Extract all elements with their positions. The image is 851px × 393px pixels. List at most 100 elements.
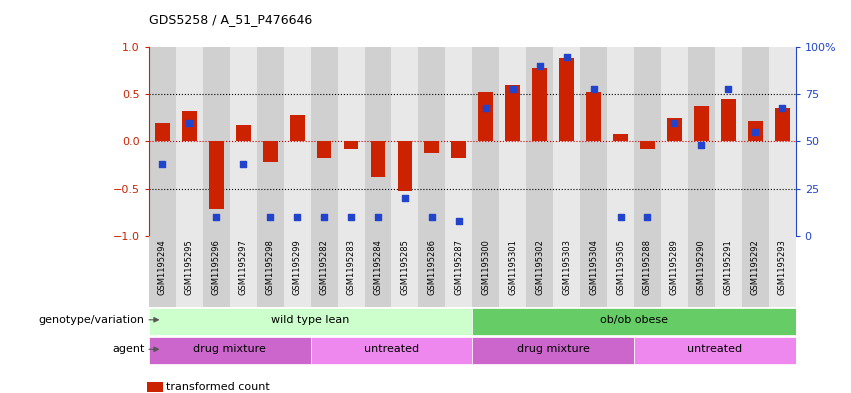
Point (290, 214, 304, 220)
Point (775, 105, 789, 111)
Point (479, 105, 493, 111)
Point (317, 214, 331, 220)
Bar (203, 236, 230, 307)
Bar (311, 338, 472, 364)
Text: GSM1195287: GSM1195287 (454, 239, 463, 295)
Text: GSM1195297: GSM1195297 (239, 239, 248, 295)
Point (425, 214, 439, 220)
Point (398, 195, 412, 201)
Bar (451, 141, 466, 158)
Bar (176, 236, 203, 307)
Bar (580, 236, 607, 307)
Text: GSM1195289: GSM1195289 (670, 239, 679, 295)
Bar (526, 236, 553, 307)
Bar (500, 47, 526, 236)
Bar (768, 236, 796, 307)
Text: GSM1195298: GSM1195298 (266, 239, 275, 295)
Text: GSM1195295: GSM1195295 (185, 239, 194, 295)
Bar (742, 236, 768, 307)
Bar (317, 141, 332, 158)
Point (344, 214, 358, 220)
Bar (472, 338, 634, 364)
Point (587, 86, 601, 92)
Bar (149, 236, 176, 307)
Bar (338, 47, 364, 236)
Bar (472, 308, 796, 334)
Point (560, 53, 574, 60)
Bar (586, 92, 601, 141)
Bar (715, 236, 742, 307)
Bar (607, 47, 634, 236)
Bar (688, 47, 715, 236)
Bar (364, 47, 391, 236)
Bar (236, 125, 251, 141)
Bar (640, 141, 655, 149)
Point (209, 214, 223, 220)
Bar (774, 108, 790, 141)
Bar (283, 236, 311, 307)
Bar (742, 47, 768, 236)
Bar (289, 115, 305, 141)
Point (505, 86, 519, 92)
Text: ob/ob obese: ob/ob obese (600, 315, 668, 325)
Point (452, 218, 465, 224)
Text: GSM1195305: GSM1195305 (616, 239, 625, 295)
Point (237, 161, 250, 167)
Bar (208, 141, 224, 209)
Text: untreated: untreated (688, 344, 742, 354)
Bar (311, 47, 338, 236)
Bar (634, 338, 796, 364)
Bar (715, 47, 742, 236)
Text: GSM1195293: GSM1195293 (778, 239, 786, 295)
Bar (419, 47, 445, 236)
Text: GSM1195290: GSM1195290 (697, 239, 705, 295)
Bar (721, 99, 736, 141)
Bar (397, 141, 413, 191)
Bar (559, 59, 574, 141)
Bar (311, 236, 338, 307)
Bar (344, 141, 358, 149)
Text: GSM1195282: GSM1195282 (320, 239, 328, 295)
Text: wild type lean: wild type lean (271, 315, 350, 325)
Point (182, 119, 196, 126)
Bar (257, 236, 283, 307)
Text: GSM1195304: GSM1195304 (589, 239, 598, 295)
Bar (176, 47, 203, 236)
Bar (667, 118, 682, 141)
Bar (472, 236, 500, 307)
Bar (391, 47, 419, 236)
Bar (613, 134, 628, 141)
Text: GSM1195302: GSM1195302 (535, 239, 544, 295)
Bar (203, 47, 230, 236)
Bar (263, 141, 277, 162)
Text: GDS5258 / A_51_P476646: GDS5258 / A_51_P476646 (149, 13, 312, 26)
Bar (505, 85, 520, 141)
Bar (694, 106, 709, 141)
Bar (478, 92, 494, 141)
Bar (338, 236, 364, 307)
Bar (230, 47, 257, 236)
Bar (634, 236, 661, 307)
Text: GSM1195288: GSM1195288 (643, 239, 652, 295)
Bar (553, 236, 580, 307)
Text: drug mixture: drug mixture (193, 344, 266, 354)
Bar (445, 236, 472, 307)
Bar (472, 47, 500, 236)
Text: GSM1195294: GSM1195294 (158, 239, 167, 295)
Text: drug mixture: drug mixture (517, 344, 590, 354)
Point (533, 63, 546, 69)
Bar (230, 236, 257, 307)
Bar (391, 236, 419, 307)
Bar (149, 47, 176, 236)
Bar (149, 308, 472, 334)
Bar (182, 111, 197, 141)
Bar (526, 47, 553, 236)
Text: agent: agent (112, 344, 145, 354)
Point (722, 86, 735, 92)
Bar (445, 47, 472, 236)
Text: GSM1195296: GSM1195296 (212, 239, 220, 295)
Bar (532, 68, 547, 141)
Text: untreated: untreated (364, 344, 419, 354)
Point (749, 129, 762, 135)
Point (614, 214, 627, 220)
